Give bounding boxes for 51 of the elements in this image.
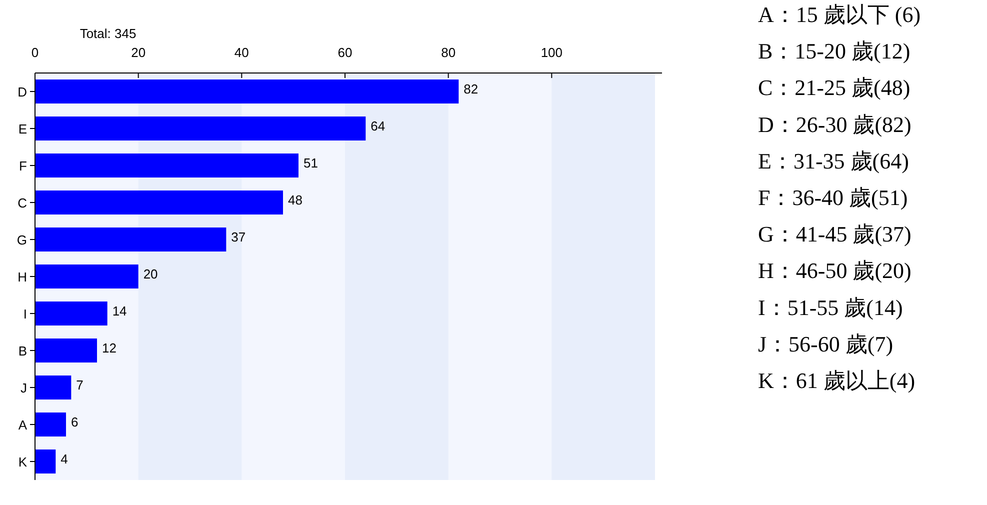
y-tick-label: G	[16, 232, 27, 248]
data-label: 4	[60, 452, 68, 466]
text: E：31-35 歲(64)	[758, 148, 909, 174]
text: C：21-25 歲(48)	[758, 75, 910, 100]
text: D：26-30 歲(82)	[758, 112, 912, 137]
data-label: 48	[288, 192, 302, 208]
bar	[35, 338, 97, 362]
text: H：46-50 歲(20)	[758, 258, 912, 284]
text: B：15-20 歲(12)	[758, 38, 910, 64]
data-label: 64	[370, 118, 386, 134]
text: G：41-45 歲(37)	[758, 222, 912, 247]
data-label: 51	[304, 156, 318, 170]
bar	[35, 264, 138, 288]
x-tick-label: 20	[131, 45, 146, 60]
y-tick-label: E	[18, 122, 28, 136]
text: I：51-55 歲(14)	[758, 294, 903, 320]
y-tick-label: D	[18, 84, 27, 100]
x-tick-label: 0	[31, 45, 39, 60]
text: J：56-60 歲(7)	[758, 331, 894, 356]
x-tick-label: 100	[540, 45, 563, 60]
data-label: 6	[71, 414, 78, 430]
data-label: 82	[464, 82, 478, 96]
text: F：36-40 歲(51)	[758, 185, 908, 210]
y-tick-label: I	[23, 306, 27, 322]
bar	[35, 116, 366, 140]
bar	[35, 376, 72, 400]
data-label: 12	[102, 340, 116, 356]
data-label: 37	[231, 230, 246, 244]
bar	[35, 450, 56, 474]
bar	[35, 228, 226, 252]
bar	[35, 80, 459, 104]
bar	[35, 154, 298, 178]
y-tick-label: J	[20, 380, 27, 396]
y-tick-label: F	[19, 158, 28, 174]
text: K：61 歲以上(4)	[758, 368, 916, 393]
x-tick-label: 80	[441, 45, 456, 60]
bar	[35, 412, 66, 436]
x-tick-label: 60	[338, 45, 352, 60]
x-tick-label: 40	[234, 45, 249, 60]
bar	[35, 302, 108, 326]
y-tick-label: C	[18, 196, 27, 210]
bar	[35, 190, 283, 214]
data-label: 7	[76, 378, 84, 392]
text: Total: 345	[80, 26, 136, 41]
data-label: 20	[143, 266, 158, 282]
text: A：15 歲以下 (6)	[758, 2, 921, 27]
y-tick-label: B	[18, 344, 27, 358]
y-tick-label: A	[18, 418, 28, 432]
y-tick-label: K	[18, 454, 28, 470]
data-label: 14	[112, 304, 127, 318]
y-tick-label: H	[18, 270, 27, 284]
